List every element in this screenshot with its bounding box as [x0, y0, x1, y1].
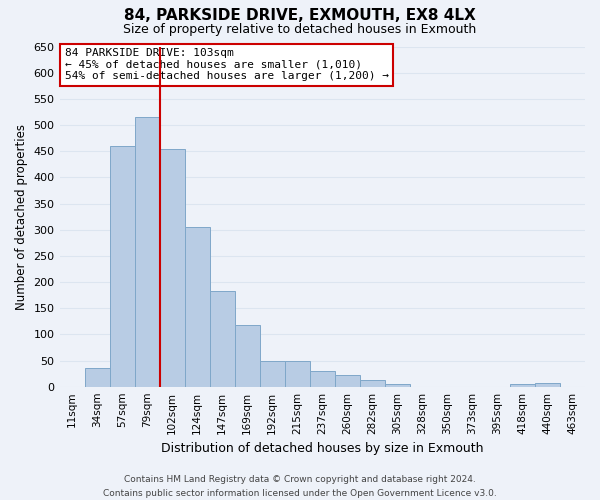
Text: 84 PARKSIDE DRIVE: 103sqm
← 45% of detached houses are smaller (1,010)
54% of se: 84 PARKSIDE DRIVE: 103sqm ← 45% of detac… — [65, 48, 389, 82]
X-axis label: Distribution of detached houses by size in Exmouth: Distribution of detached houses by size … — [161, 442, 484, 455]
Text: Size of property relative to detached houses in Exmouth: Size of property relative to detached ho… — [124, 22, 476, 36]
Bar — [510, 384, 535, 386]
Text: 84, PARKSIDE DRIVE, EXMOUTH, EX8 4LX: 84, PARKSIDE DRIVE, EXMOUTH, EX8 4LX — [124, 8, 476, 22]
Bar — [185, 227, 209, 386]
Bar — [209, 291, 235, 386]
Bar — [260, 360, 285, 386]
Bar — [285, 360, 310, 386]
Bar — [110, 146, 134, 386]
Bar — [134, 117, 160, 386]
Bar — [335, 375, 360, 386]
Bar — [310, 371, 335, 386]
Bar — [385, 384, 410, 386]
Y-axis label: Number of detached properties: Number of detached properties — [15, 124, 28, 310]
Bar — [535, 383, 560, 386]
Bar — [85, 368, 110, 386]
Bar — [235, 325, 260, 386]
Text: Contains HM Land Registry data © Crown copyright and database right 2024.
Contai: Contains HM Land Registry data © Crown c… — [103, 476, 497, 498]
Bar — [360, 380, 385, 386]
Bar — [160, 148, 185, 386]
